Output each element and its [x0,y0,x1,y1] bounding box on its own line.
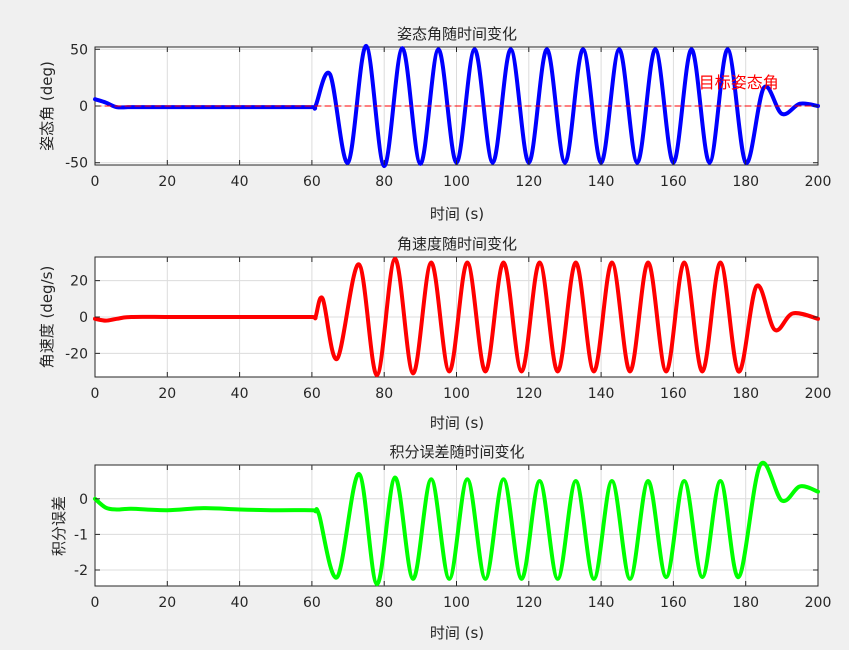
subplot-3-series [93,460,820,587]
subplot-3: 积分误差随时间变化 0 20 40 60 80 100 120 140 160 180 200 -2… [50,443,831,642]
x-tick-label: 60 [303,174,321,190]
y-tick-label: 0 [79,99,88,115]
subplot-1-yticks: -50 0 50 [65,42,818,172]
y-tick-label: -20 [65,346,88,362]
x-tick-label: 200 [805,386,832,402]
x-tick-label: 0 [91,386,100,402]
x-tick-label: 100 [443,174,470,190]
x-tick-label: 60 [303,386,321,402]
series-line [93,460,820,587]
x-tick-label: 120 [515,174,542,190]
x-tick-label: 180 [732,386,759,402]
x-tick-label: 160 [660,386,687,402]
subplot-2-ylabel: 角速度 (deg/s) [38,266,56,369]
x-tick-label: 180 [732,174,759,190]
x-tick-label: 80 [375,386,393,402]
y-tick-label: 0 [79,310,88,326]
subplot-3-title: 积分误差随时间变化 [389,443,524,461]
subplot-1-series [93,43,820,169]
subplot-2-xticks: 0 20 40 60 80 100 120 140 160 180 200 [91,257,832,402]
x-tick-label: 100 [443,386,470,402]
x-tick-label: 100 [443,595,470,611]
subplot-3-xlabel: 时间 (s) [430,624,484,642]
subplot-1-annotation: 目标姿态角 [699,73,779,92]
y-tick-label: 20 [70,274,88,290]
series-line [93,256,820,378]
series-line [93,43,820,169]
x-tick-label: 200 [805,595,832,611]
x-tick-label: 120 [515,595,542,611]
subplot-3-ylabel: 积分误差 [50,496,68,556]
x-tick-label: 200 [805,174,832,190]
x-tick-label: 120 [515,386,542,402]
x-tick-label: 0 [91,174,100,190]
x-tick-label: 140 [588,595,615,611]
y-tick-label: 0 [79,492,88,508]
x-tick-label: 140 [588,386,615,402]
subplot-1-xlabel: 时间 (s) [430,205,484,223]
y-tick-label: -2 [74,563,88,579]
x-tick-label: 160 [660,174,687,190]
subplot-2-title: 角速度随时间变化 [397,235,517,253]
x-tick-label: 80 [375,595,393,611]
x-tick-label: 60 [303,595,321,611]
x-tick-label: 0 [91,595,100,611]
subplot-1: 姿态角随时间变化 0 20 40 60 80 100 120 140 160 180 200 -50… [38,25,831,223]
subplot-2-xlabel: 时间 (s) [430,414,484,432]
subplot-1-xticks: 0 20 40 60 80 100 120 140 160 180 200 [91,47,832,190]
x-tick-label: 140 [588,174,615,190]
x-tick-label: 40 [231,174,249,190]
x-tick-label: 20 [158,386,176,402]
subplot-1-ylabel: 姿态角 (deg) [38,61,56,151]
y-tick-label: 50 [70,42,88,58]
subplot-3-yticks: -2 -1 0 [74,492,818,579]
subplot-2-yticks: -20 0 20 [65,274,818,362]
y-tick-label: -50 [65,156,88,172]
x-tick-label: 180 [732,595,759,611]
x-tick-label: 80 [375,174,393,190]
x-tick-label: 20 [158,174,176,190]
y-tick-label: -1 [74,527,88,543]
x-tick-label: 160 [660,595,687,611]
subplot-3-xticks: 0 20 40 60 80 100 120 140 160 180 200 [91,465,832,611]
subplot-1-title: 姿态角随时间变化 [397,25,517,43]
x-tick-label: 20 [158,595,176,611]
subplot-2-series [93,256,820,378]
x-tick-label: 40 [231,386,249,402]
x-tick-label: 40 [231,595,249,611]
subplot-2: 角速度随时间变化 0 20 40 60 80 100 120 140 160 180 200 -20… [38,235,831,432]
